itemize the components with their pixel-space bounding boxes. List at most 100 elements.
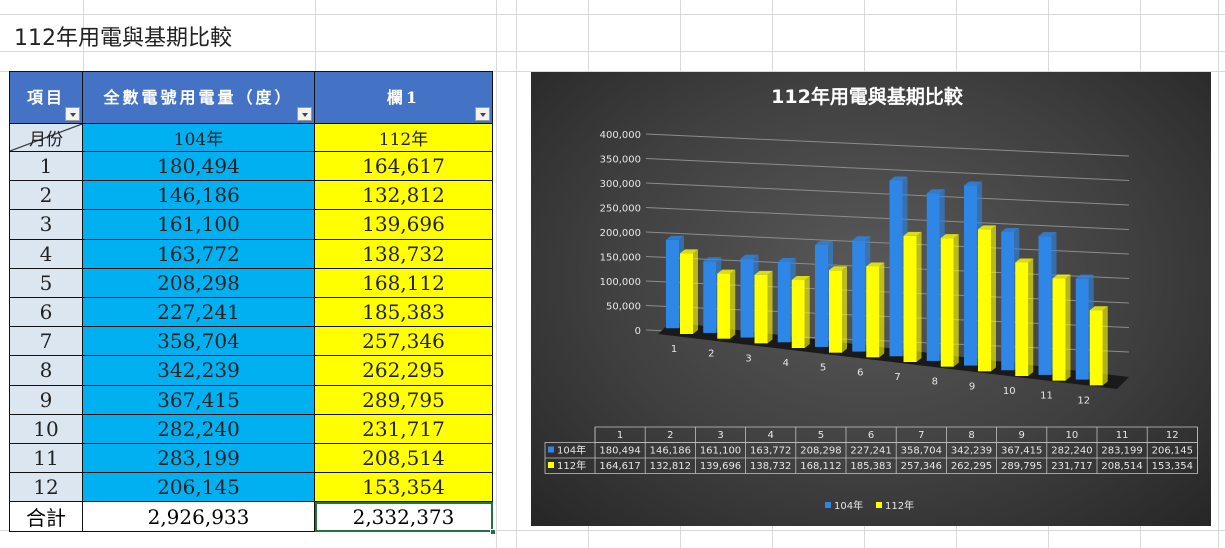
data-table-series-name: 112年	[557, 459, 586, 472]
bar-112	[903, 235, 917, 363]
bar-112-side	[879, 262, 885, 358]
bar-112-top	[978, 225, 996, 230]
x-tick-label: 10	[1003, 386, 1016, 397]
gridline	[645, 133, 1130, 157]
bar-112	[791, 280, 805, 349]
data-table-value: 163,772	[750, 446, 791, 457]
x-tick-label: 4	[783, 358, 789, 369]
data-table-value: 208,298	[800, 446, 841, 457]
month-cell[interactable]: 12	[9, 472, 83, 503]
data-table-value: 132,812	[650, 461, 691, 472]
bar-112	[1052, 278, 1066, 381]
bar-112-top	[866, 262, 885, 267]
bar-112-side	[804, 276, 810, 349]
month-cell[interactable]: 2	[9, 180, 83, 211]
bar-104-top	[926, 189, 945, 194]
chart-area[interactable]: 112年用電與基期比較 0 50,000 100,000 150,000 200,000 2…	[531, 72, 1211, 526]
usage-104-cell[interactable]: 227,241	[82, 296, 315, 328]
fill-handle[interactable]	[490, 529, 496, 536]
usage-104-cell[interactable]: 208,298	[82, 267, 315, 298]
table-row: 9 367,415 289,795	[9, 384, 493, 415]
data-table-value: 180,494	[599, 446, 640, 457]
month-cell[interactable]: 7	[9, 326, 83, 357]
total-104-cell[interactable]: 2,926,933	[82, 501, 315, 533]
usage-104-cell[interactable]: 282,240	[82, 413, 315, 444]
bar-104	[1001, 231, 1015, 371]
table-row: 10 282,240 231,717	[9, 413, 493, 444]
usage-112-cell[interactable]: 231,717	[314, 413, 493, 444]
usage-112-cell[interactable]: 289,795	[314, 384, 493, 415]
bar-112	[866, 266, 880, 358]
usage-104-cell[interactable]: 283,199	[82, 442, 315, 474]
usage-104-cell[interactable]: 146,186	[82, 180, 315, 211]
usage-112-cell[interactable]: 257,346	[314, 326, 493, 357]
usage-112-cell[interactable]: 139,696	[314, 209, 493, 240]
header-col1-cell[interactable]: 欄1	[314, 71, 493, 124]
chart-svg: 112年用電與基期比較 0 50,000 100,000 150,000 200,000 2…	[544, 85, 1198, 512]
filter-dropdown-icon[interactable]	[297, 107, 312, 121]
usage-104-cell[interactable]: 342,239	[82, 355, 315, 386]
bar-112-side	[953, 234, 959, 367]
usage-112-cell[interactable]: 168,112	[314, 267, 493, 298]
bar-104-top	[1038, 232, 1057, 237]
bar-104-top	[1075, 274, 1094, 279]
bar-112-top	[829, 266, 847, 271]
usage-112-cell[interactable]: 208,514	[314, 442, 493, 474]
bar-104	[1038, 236, 1052, 375]
usage-104-cell[interactable]: 358,704	[82, 326, 315, 357]
month-header-cell[interactable]: 月份	[9, 123, 83, 152]
data-table-value: 139,696	[700, 461, 741, 472]
bar-104	[889, 180, 903, 357]
month-cell[interactable]: 9	[9, 384, 83, 415]
data-table-value: 208,514	[1101, 461, 1142, 472]
usage-table: 項目 全數電號用電量（度） 欄1 月份 104年 112年 1 180,494 …	[9, 71, 496, 536]
usage-112-cell[interactable]: 138,732	[314, 238, 493, 269]
usage-104-cell[interactable]: 206,145	[82, 472, 315, 503]
filter-dropdown-icon[interactable]	[475, 107, 490, 121]
total-label-cell[interactable]: 合計	[9, 501, 83, 533]
month-cell[interactable]: 5	[9, 267, 83, 298]
month-cell[interactable]: 6	[9, 296, 83, 328]
year-112-header-cell[interactable]: 112年	[314, 123, 493, 152]
data-table-series-name: 104年	[557, 444, 586, 457]
data-table-value: 206,145	[1152, 446, 1193, 457]
bar-112	[754, 274, 768, 344]
bar-112-top	[1015, 258, 1034, 263]
y-tick-label: 300,000	[600, 179, 641, 190]
year-104-header-cell[interactable]: 104年	[82, 123, 315, 152]
month-cell[interactable]: 8	[9, 355, 83, 386]
header-item-cell[interactable]: 項目	[9, 71, 83, 124]
bar-104-top	[889, 176, 908, 181]
header-usage-cell[interactable]: 全數電號用電量（度）	[82, 71, 315, 124]
data-table-value: 367,415	[1001, 446, 1042, 457]
month-cell[interactable]: 4	[9, 238, 83, 269]
bar-104	[703, 261, 717, 333]
usage-104-cell[interactable]: 161,100	[82, 209, 315, 240]
usage-112-cell[interactable]: 132,812	[314, 180, 493, 211]
bar-112-side	[991, 225, 996, 372]
bar-112	[717, 273, 731, 339]
filter-dropdown-icon[interactable]	[65, 107, 80, 121]
usage-104-cell[interactable]: 180,494	[82, 150, 315, 182]
y-tick-label: 150,000	[600, 253, 641, 264]
month-cell[interactable]: 10	[9, 413, 83, 444]
bar-112-top	[717, 269, 736, 274]
usage-104-cell[interactable]: 163,772	[82, 238, 315, 269]
bar-104-top	[815, 240, 833, 245]
legend-key-104	[825, 502, 831, 508]
data-table-category: 6	[868, 430, 874, 441]
bar-112-side	[767, 270, 773, 344]
usage-112-cell[interactable]: 262,295	[314, 355, 493, 386]
month-cell[interactable]: 1	[9, 150, 83, 182]
usage-112-cell[interactable]: 185,383	[314, 296, 493, 328]
month-cell[interactable]: 11	[9, 442, 83, 474]
usage-112-cell[interactable]: 164,617	[314, 150, 493, 182]
usage-112-cell[interactable]: 153,354	[314, 472, 493, 503]
total-112-cell[interactable]: 2,332,373	[314, 501, 496, 536]
sheet-title[interactable]: 112年用電與基期比較	[14, 26, 232, 51]
table-row: 7 358,704 257,346	[9, 326, 493, 357]
usage-104-cell[interactable]: 367,415	[82, 384, 315, 415]
month-cell[interactable]: 3	[9, 209, 83, 240]
y-tick-label: 0	[635, 326, 641, 337]
bar-112-side	[1065, 274, 1071, 381]
